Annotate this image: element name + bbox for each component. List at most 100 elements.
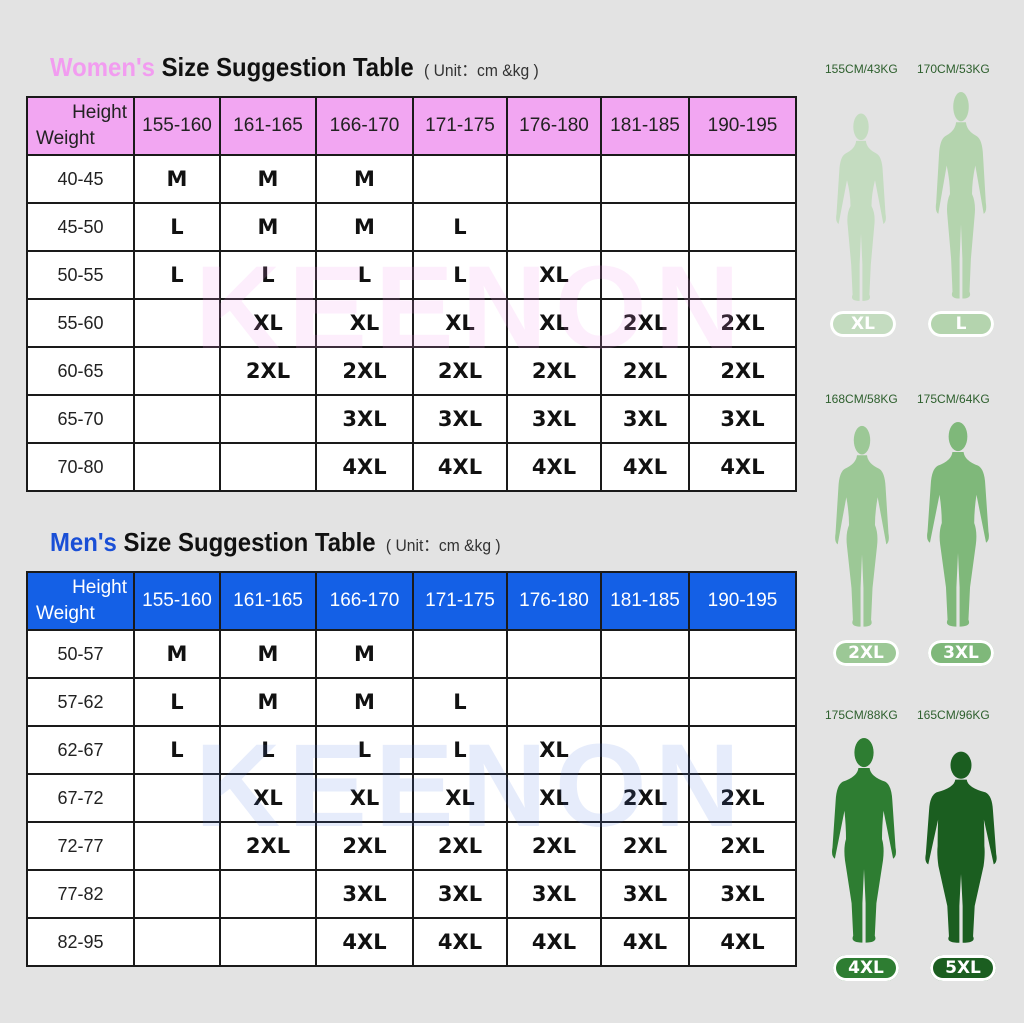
table-row: 62-67 L L L L XL (26, 725, 797, 775)
silhouette-body (927, 451, 989, 627)
women-size-cell: L (315, 250, 414, 300)
table-row: 50-55 L L L L XL (26, 250, 797, 300)
women-header-row: Height Weight 155-160 161-165 166-170 171-1… (26, 96, 797, 156)
women-size-cell (506, 202, 602, 252)
men-size-cell: 2XL (688, 773, 797, 823)
women-size-cell (600, 154, 690, 204)
women-size-cell: 2XL (688, 298, 797, 348)
figure-measurement-label: 175CM/88KG (825, 708, 898, 722)
women-size-cell: 2XL (412, 346, 508, 396)
men-size-cell: L (412, 677, 508, 727)
size-badge: 5XL (930, 955, 996, 981)
men-size-cell: L (133, 677, 221, 727)
women-size-cell: 4XL (688, 442, 797, 492)
women-size-cell: XL (219, 298, 317, 348)
men-height-column-header: 181-185 (600, 571, 690, 631)
body-silhouette-icon (935, 92, 987, 299)
men-size-cell: 3XL (412, 869, 508, 919)
men-size-cell: XL (412, 773, 508, 823)
table-row: 65-70 3XL 3XL 3XL 3XL 3XL (26, 394, 797, 444)
men-size-cell (688, 629, 797, 679)
men-size-cell: 3XL (600, 869, 690, 919)
women-size-cell: 3XL (688, 394, 797, 444)
men-size-cell: M (133, 629, 221, 679)
women-weight-range: 50-55 (26, 250, 135, 300)
silhouette-head (853, 425, 871, 455)
size-badge: 4XL (833, 955, 899, 981)
women-size-cell: 2XL (600, 298, 690, 348)
men-unit-note: ( Unit：cm &kg ) (385, 536, 501, 555)
women-weight-range: 60-65 (26, 346, 135, 396)
men-size-cell (133, 869, 221, 919)
women-size-cell: 4XL (412, 442, 508, 492)
women-height-column-header: 161-165 (219, 96, 317, 156)
women-size-cell (688, 154, 797, 204)
women-size-cell (600, 202, 690, 252)
women-size-cell (506, 154, 602, 204)
men-size-table: Height Weight 155-160 161-165 166-170 171-1… (26, 571, 797, 967)
men-size-cell: 3XL (315, 869, 414, 919)
men-weight-range: 62-67 (26, 725, 135, 775)
women-size-cell: 3XL (315, 394, 414, 444)
table-row: 67-72 XL XL XL XL 2XL 2XL (26, 773, 797, 823)
women-size-cell (133, 298, 221, 348)
women-height-column-header: 181-185 (600, 96, 690, 156)
men-size-cell: L (133, 725, 221, 775)
body-silhouette-icon (925, 751, 997, 943)
men-size-cell: M (219, 677, 317, 727)
women-size-cell (219, 394, 317, 444)
men-size-cell (133, 773, 221, 823)
men-height-column-header: 176-180 (506, 571, 602, 631)
men-size-cell: 4XL (412, 917, 508, 967)
size-badge: XL (830, 311, 896, 337)
men-size-cell: 2XL (315, 821, 414, 871)
figure-measurement-label: 155CM/43KG (825, 62, 898, 76)
silhouette-body (835, 455, 889, 627)
men-size-cell: 4XL (600, 917, 690, 967)
women-size-cell: 3XL (412, 394, 508, 444)
figure-measurement-label: 165CM/96KG (917, 708, 990, 722)
figure-measurement-label: 170CM/53KG (917, 62, 990, 76)
table-row: 45-50 L M M L (26, 202, 797, 252)
men-weight-range: 82-95 (26, 917, 135, 967)
men-size-cell (133, 917, 221, 967)
silhouette-head (853, 113, 869, 141)
silhouette-head (948, 421, 968, 452)
women-weight-label: Weight (36, 128, 95, 149)
body-silhouette-icon (836, 113, 886, 301)
women-size-cell: XL (315, 298, 414, 348)
women-size-cell: L (412, 202, 508, 252)
men-table-title: Men's Size Suggestion Table ( Unit：cm &k… (50, 527, 501, 558)
men-size-cell: M (315, 629, 414, 679)
women-size-cell: 2XL (600, 346, 690, 396)
women-size-cell: 2XL (219, 346, 317, 396)
women-title-rest: Size Suggestion Table (161, 52, 414, 82)
table-row: 55-60 XL XL XL XL 2XL 2XL (26, 298, 797, 348)
men-size-cell: 2XL (506, 821, 602, 871)
women-size-cell: M (219, 202, 317, 252)
men-size-cell (688, 677, 797, 727)
men-size-cell (506, 677, 602, 727)
women-size-cell: L (133, 202, 221, 252)
women-size-cell: M (219, 154, 317, 204)
women-unit-note: ( Unit：cm &kg ) (424, 61, 539, 80)
women-table-title: Women's Size Suggestion Table ( Unit：cm … (50, 52, 539, 83)
men-size-cell: M (219, 629, 317, 679)
silhouette-body (836, 140, 886, 301)
table-row: 72-77 2XL 2XL 2XL 2XL 2XL 2XL (26, 821, 797, 871)
women-corner-header: Height Weight (26, 96, 135, 156)
women-size-cell (600, 250, 690, 300)
women-size-cell: 2XL (688, 346, 797, 396)
table-row: 40-45 M M M (26, 154, 797, 204)
men-size-cell (688, 725, 797, 775)
men-height-column-header: 166-170 (315, 571, 414, 631)
men-size-cell: 4XL (315, 917, 414, 967)
women-size-cell: 4XL (506, 442, 602, 492)
men-size-cell: XL (315, 773, 414, 823)
silhouette-body (935, 122, 987, 299)
men-size-cell (600, 677, 690, 727)
table-row: 50-57 M M M (26, 629, 797, 679)
women-height-column-header: 155-160 (133, 96, 221, 156)
women-size-cell: M (315, 154, 414, 204)
women-weight-range: 70-80 (26, 442, 135, 492)
